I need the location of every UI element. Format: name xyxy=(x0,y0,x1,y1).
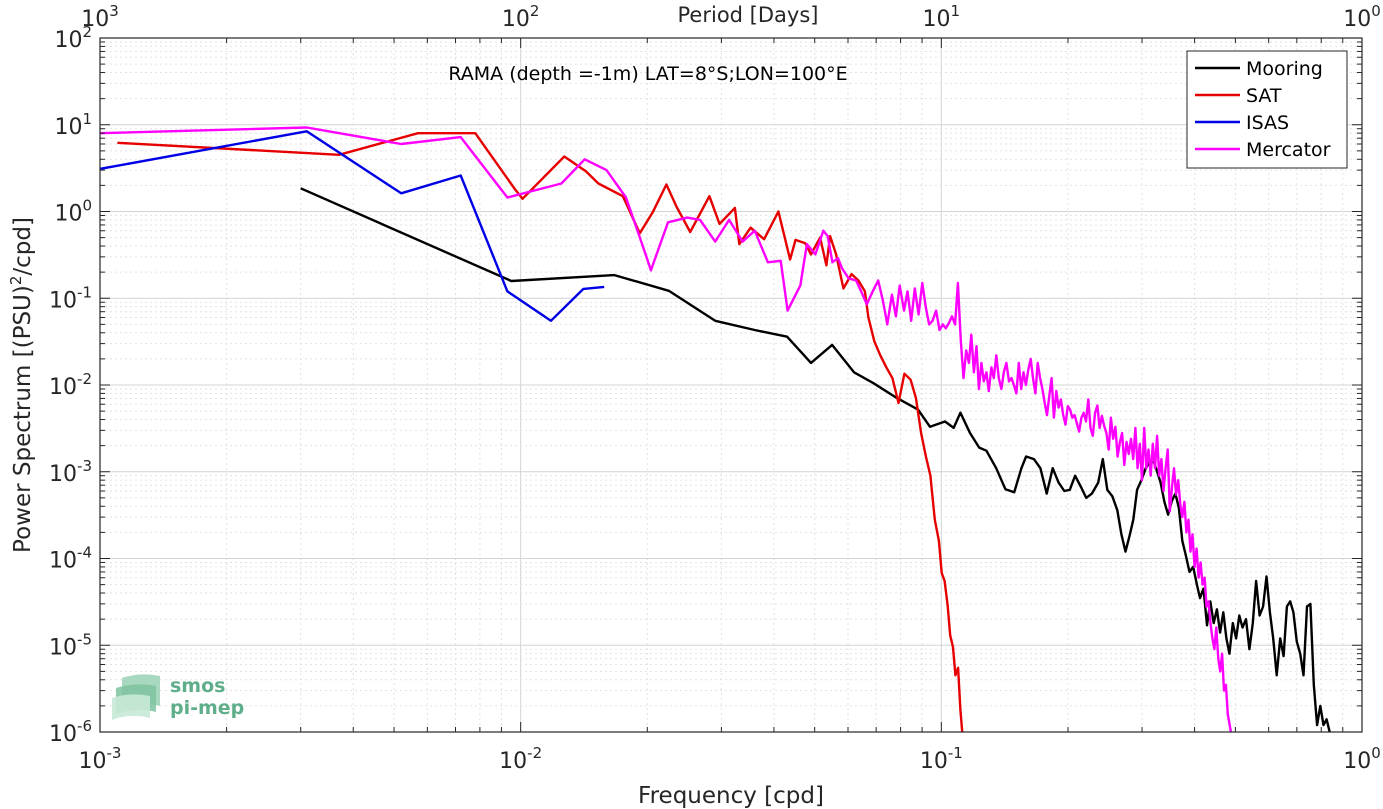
series-line-sat xyxy=(117,132,964,732)
y-tick-label: 10-4 xyxy=(49,544,92,574)
y-tick-label-base: 10 xyxy=(54,202,82,227)
legend-label-sat: SAT xyxy=(1246,85,1282,107)
x-tick-label-exp: -2 xyxy=(527,744,542,762)
x-tick-label-base: 10 xyxy=(499,749,527,774)
tick-marks xyxy=(99,38,1362,733)
top-x-tick-label-base: 10 xyxy=(923,7,951,32)
x-tick-label: 100 xyxy=(1343,744,1381,774)
y-tick-label-base: 10 xyxy=(49,288,77,313)
y-tick-label: 10-5 xyxy=(49,630,92,660)
logo-text-line1: smos xyxy=(170,675,225,697)
smos-pimep-logo: smos pi-mep xyxy=(112,674,244,720)
y-tick-label: 10-6 xyxy=(49,717,92,747)
legend-label-mercator: Mercator xyxy=(1246,139,1331,161)
logo-text-line2: pi-mep xyxy=(170,697,244,719)
y-tick-label-base: 10 xyxy=(49,722,77,747)
y-axis-label-main: Power Spectrum [(PSU) xyxy=(10,285,36,553)
top-x-tick-label-exp: 0 xyxy=(1371,2,1381,20)
x-tick-label-base: 10 xyxy=(920,749,948,774)
top-x-tick-labels: 103 102 101 100 xyxy=(81,2,1381,32)
legend-label-mooring: Mooring xyxy=(1246,58,1323,80)
y-tick-label-exp: -6 xyxy=(77,717,92,735)
series-group xyxy=(100,126,1331,732)
x-tick-label: 10-2 xyxy=(499,744,542,774)
top-x-axis-label: Period [Days] xyxy=(678,3,819,27)
logo-mark-icon xyxy=(112,674,160,720)
y-tick-label-base: 10 xyxy=(54,115,82,140)
top-x-tick-label-exp: 1 xyxy=(951,2,961,20)
x-tick-label-exp: -3 xyxy=(107,744,122,762)
x-tick-label-base: 10 xyxy=(1343,749,1371,774)
series-line-mercator xyxy=(100,126,1233,732)
grid xyxy=(99,38,1362,733)
legend: Mooring SAT ISAS Mercator xyxy=(1186,50,1348,169)
series-line-mooring xyxy=(300,187,1331,732)
top-x-tick-label-base: 10 xyxy=(81,7,109,32)
series-line-isas xyxy=(100,130,605,322)
y-tick-label-exp: -5 xyxy=(77,630,92,648)
y-tick-label-exp: -1 xyxy=(77,283,92,301)
y-tick-label-exp: 0 xyxy=(82,197,92,215)
x-tick-label-exp: -1 xyxy=(948,744,963,762)
x-tick-label: 10-3 xyxy=(79,744,122,774)
top-x-tick-label: 103 xyxy=(81,2,119,32)
top-x-tick-label: 102 xyxy=(502,2,540,32)
y-tick-label-base: 10 xyxy=(49,375,77,400)
station-annotation: RAMA (depth =-1m) LAT=8°S;LON=100°E xyxy=(448,63,847,85)
top-x-tick-label-exp: 3 xyxy=(109,2,119,20)
y-tick-label-exp: 1 xyxy=(82,110,92,128)
y-tick-label: 10-3 xyxy=(49,457,92,487)
y-tick-label: 101 xyxy=(54,110,92,140)
x-axis-label: Frequency [cpd] xyxy=(638,783,824,809)
y-tick-label: 10-2 xyxy=(49,370,92,400)
x-tick-labels: 10-3 10-2 10-1 100 xyxy=(79,744,1381,774)
y-tick-label: 100 xyxy=(54,197,92,227)
y-tick-label-exp: -4 xyxy=(77,544,92,562)
y-tick-label-base: 10 xyxy=(49,462,77,487)
y-tick-label-base: 10 xyxy=(49,549,77,574)
y-axis-label: Power Spectrum [(PSU)2/cpd] xyxy=(7,217,36,553)
legend-label-isas: ISAS xyxy=(1246,112,1289,134)
y-tick-label-exp: 2 xyxy=(82,23,92,41)
y-tick-label-base: 10 xyxy=(49,635,77,660)
top-x-tick-label-base: 10 xyxy=(1343,7,1371,32)
y-axis-label-tail: /cpd] xyxy=(10,217,36,276)
top-x-tick-label: 101 xyxy=(923,2,961,32)
y-tick-label-exp: -3 xyxy=(77,457,92,475)
top-x-tick-label: 100 xyxy=(1343,2,1381,32)
y-tick-label-exp: -2 xyxy=(77,370,92,388)
x-tick-label-base: 10 xyxy=(79,749,107,774)
y-tick-label: 10-1 xyxy=(49,283,92,313)
x-tick-label: 10-1 xyxy=(920,744,963,774)
x-tick-label-exp: 0 xyxy=(1371,744,1381,762)
top-x-tick-label-base: 10 xyxy=(502,7,530,32)
top-x-tick-label-exp: 2 xyxy=(530,2,540,20)
y-tick-label-base: 10 xyxy=(54,28,82,53)
y-tick-label: 102 xyxy=(54,23,92,53)
y-axis-label-sup: 2 xyxy=(7,276,25,286)
